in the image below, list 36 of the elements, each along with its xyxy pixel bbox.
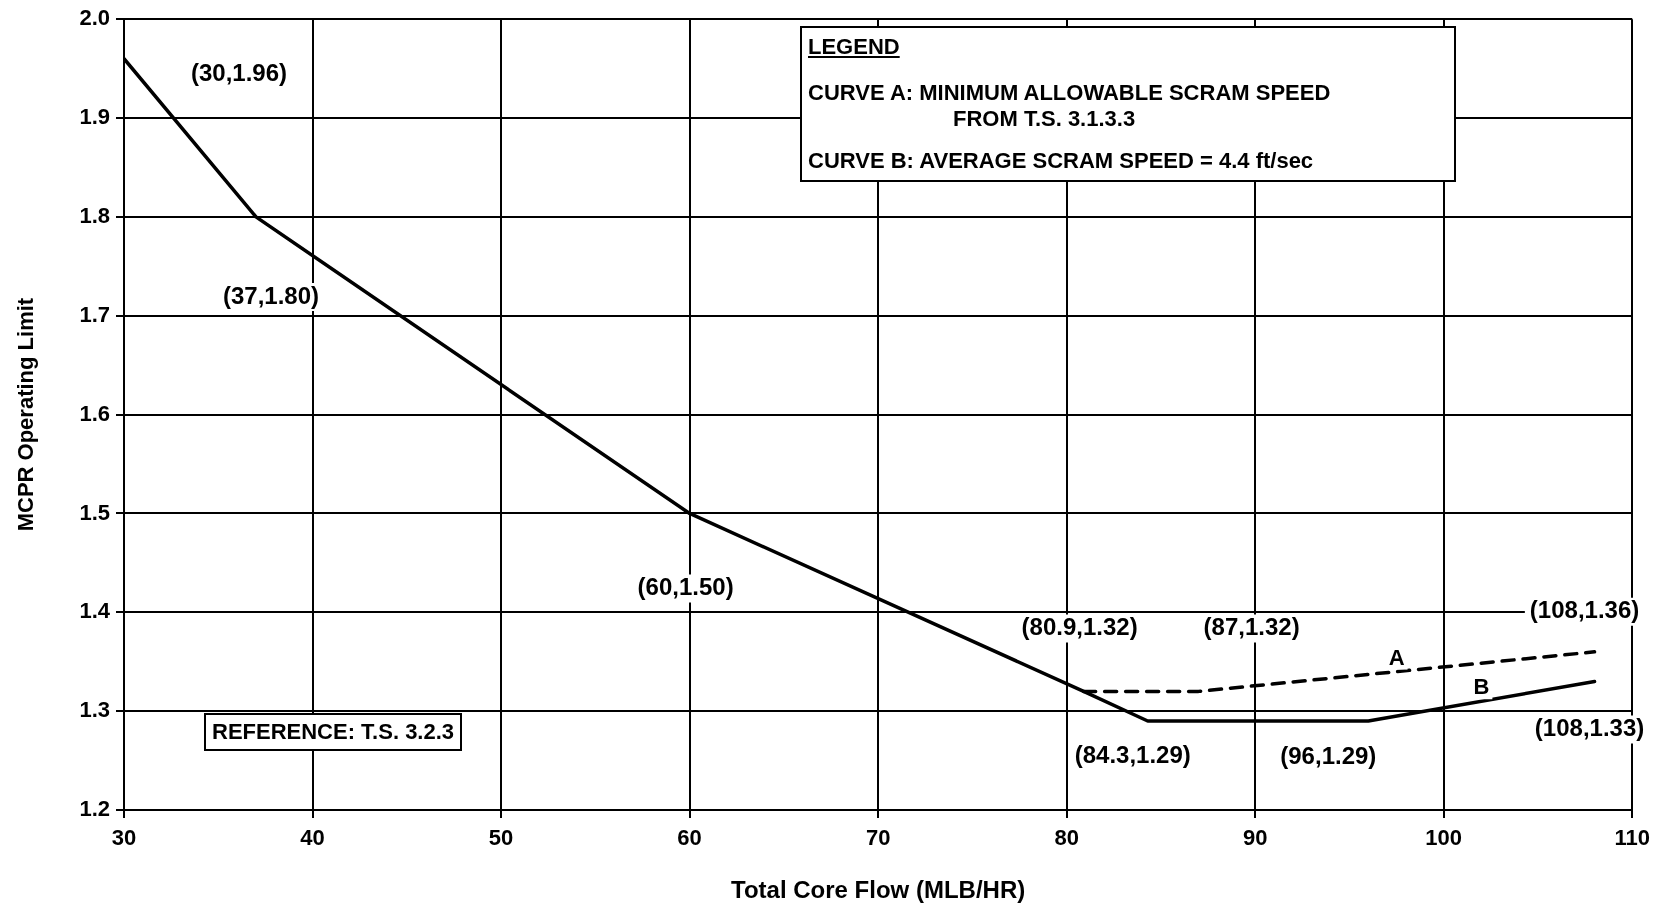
y-tick-label: 1.8 bbox=[79, 202, 110, 228]
reference-text-box: REFERENCE: T.S. 3.2.3 bbox=[204, 713, 463, 751]
annotation: (96,1.29) bbox=[1280, 741, 1377, 769]
x-tick-label: 70 bbox=[865, 825, 891, 851]
y-tick-label: 1.6 bbox=[79, 400, 110, 426]
annotation: LEGEND bbox=[808, 34, 901, 60]
y-axis-title: MCPR Operating Limit bbox=[13, 297, 39, 532]
x-tick-label: 40 bbox=[300, 825, 325, 851]
x-tick-label: 80 bbox=[1054, 825, 1079, 851]
annotation: (37,1.80) bbox=[222, 281, 319, 309]
y-tick-label: 2.0 bbox=[79, 5, 110, 31]
annotation: (60,1.50) bbox=[637, 573, 734, 601]
y-tick-label: 1.9 bbox=[79, 104, 110, 130]
x-tick-label: 60 bbox=[677, 825, 702, 851]
annotation: (84.3,1.29) bbox=[1074, 740, 1191, 768]
legend-text-box: LEGEND CURVE A: MINIMUM ALLOWABLE SCRAM SPEED FROM T.S. 3.1.3.3 CURVE B: AVERAGE SCRAM SPEED = 4.4 ft/sec bbox=[800, 26, 1456, 182]
x-tick-label: 90 bbox=[1242, 825, 1268, 851]
annotation: (108,1.33) bbox=[1534, 714, 1645, 742]
annotation: (87,1.32) bbox=[1203, 613, 1300, 641]
y-tick-label: 1.3 bbox=[79, 697, 110, 723]
x-tick-label: 100 bbox=[1425, 825, 1463, 851]
series-label: B bbox=[1473, 674, 1490, 700]
annotation: (80.9,1.32) bbox=[1021, 613, 1138, 641]
x-axis-title: Total Core Flow (MLB/HR) bbox=[731, 876, 1026, 904]
annotation: (30,1.96) bbox=[190, 59, 288, 87]
y-tick-label: 1.5 bbox=[79, 499, 110, 525]
annotation: (108,1.36) bbox=[1529, 596, 1640, 624]
x-tick-label: 110 bbox=[1614, 825, 1650, 851]
series-label: A bbox=[1388, 644, 1405, 670]
x-tick-label: 50 bbox=[488, 825, 514, 851]
annotation: CURVE B: AVERAGE SCRAM SPEED = 4.4 ft/sec bbox=[808, 148, 1315, 174]
y-tick-label: 1.7 bbox=[79, 301, 110, 327]
y-tick-label: 1.2 bbox=[79, 796, 110, 822]
x-tick-label: 30 bbox=[111, 825, 137, 851]
annotation: CURVE A: MINIMUM ALLOWABLE SCRAM SPEED FROM T.S. 3.1.3.3 bbox=[808, 80, 1332, 132]
y-tick-label: 1.4 bbox=[79, 598, 111, 624]
